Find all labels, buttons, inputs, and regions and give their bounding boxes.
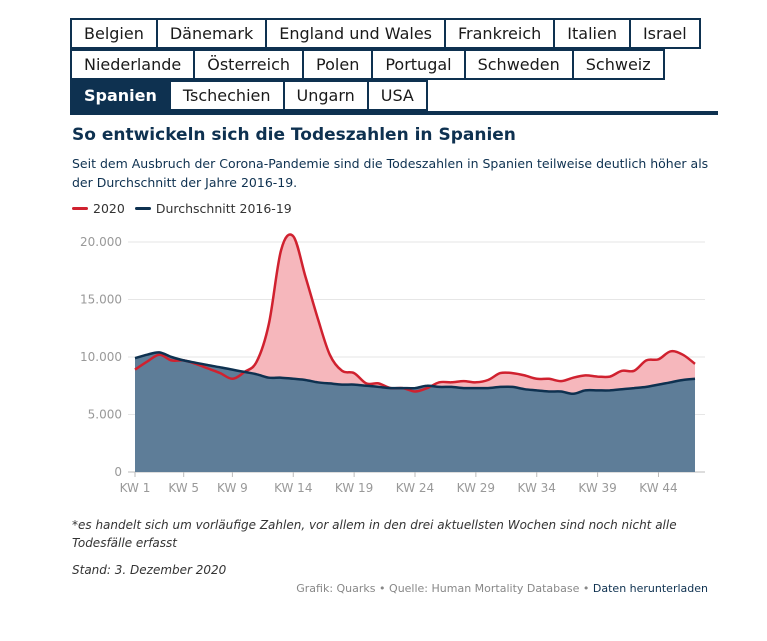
- x-tick-label: KW 39: [578, 481, 616, 495]
- tab-usa[interactable]: USA: [366, 80, 428, 111]
- legend-label-average: Durchschnitt 2016-19: [155, 201, 292, 216]
- tab-tschechien[interactable]: Tschechien: [168, 80, 285, 111]
- country-tabs: Belgien Dänemark England und Wales Frankrei…: [70, 18, 718, 112]
- tab-schweden[interactable]: Schweden: [463, 49, 574, 80]
- credit-separator: •: [379, 582, 390, 595]
- line-2020: [134, 233, 696, 393]
- x-tick-label: KW 9: [217, 481, 248, 495]
- tab-portugal[interactable]: Portugal: [371, 49, 466, 80]
- x-tick-label: KW 34: [518, 481, 556, 495]
- line-average: [134, 351, 696, 396]
- tab-italien[interactable]: Italien: [553, 18, 631, 49]
- y-tick-label: 0: [114, 465, 122, 479]
- tab-row: Spanien Tschechien Ungarn USA: [70, 80, 718, 112]
- tab-frankreich[interactable]: Frankreich: [444, 18, 556, 49]
- credits: Grafik: Quarks • Quelle: Human Mortality…: [296, 582, 708, 595]
- tab-schweiz[interactable]: Schweiz: [571, 49, 665, 80]
- credit-source: Quelle: Human Mortality Database: [389, 582, 580, 595]
- death-count-chart: 0 5.000 10.000 15.000 20.000 KW 1 KW 5 KW 9 KW 1…: [80, 233, 705, 495]
- y-tick-label: 5.000: [88, 408, 122, 422]
- x-tick-label: KW 44: [639, 481, 677, 495]
- tab-row: Niederlande Österreich Polen Portugal Schwed…: [70, 49, 718, 81]
- x-tick-label: KW 19: [335, 481, 373, 495]
- tab-spanien[interactable]: Spanien: [70, 80, 171, 111]
- y-tick-label: 10.000: [80, 350, 122, 364]
- tab-row: Belgien Dänemark England und Wales Frankrei…: [70, 18, 718, 50]
- credit-separator: •: [582, 582, 593, 595]
- area-average: [135, 352, 695, 472]
- tab-ungarn[interactable]: Ungarn: [282, 80, 369, 111]
- data-status-date: Stand: 3. Dezember 2020: [72, 563, 227, 577]
- chart-subtitle: Seit dem Ausbruch der Corona-Pandemie si…: [72, 156, 709, 190]
- legend-item-2020[interactable]: 2020: [72, 201, 125, 216]
- legend-item-average[interactable]: Durchschnitt 2016-19: [134, 201, 292, 216]
- tab-niederlande[interactable]: Niederlande: [70, 49, 196, 80]
- tab-polen[interactable]: Polen: [302, 49, 374, 80]
- legend-swatch-average: [134, 207, 151, 210]
- tab-divider: [70, 111, 718, 115]
- tab-belgien[interactable]: Belgien: [70, 18, 158, 49]
- tab-dänemark[interactable]: Dänemark: [155, 18, 268, 49]
- credit-graphic: Grafik: Quarks: [296, 582, 376, 595]
- y-tick-label: 20.000: [80, 235, 122, 249]
- legend-label-2020: 2020: [93, 201, 125, 216]
- x-tick-label: KW 24: [396, 481, 434, 495]
- chart-legend: 2020 Durchschnitt 2016-19: [72, 201, 302, 216]
- footnote: *es handelt sich um vorläufige Zahlen, v…: [72, 518, 677, 550]
- download-data-link[interactable]: Daten herunterladen: [592, 582, 708, 595]
- tab-england-und-wales[interactable]: England und Wales: [265, 18, 446, 49]
- tab-israel[interactable]: Israel: [628, 18, 701, 49]
- x-tick-label: KW 1: [120, 481, 151, 495]
- tab-österreich[interactable]: Österreich: [193, 49, 305, 80]
- chart-title: So entwickeln sich die Todeszahlen in Sp…: [72, 125, 516, 145]
- y-tick-label: 15.000: [80, 293, 122, 307]
- x-tick-label: KW 5: [168, 481, 199, 495]
- x-tick-label: KW 14: [274, 481, 312, 495]
- legend-swatch-2020: [72, 207, 88, 210]
- x-tick-label: KW 29: [457, 481, 495, 495]
